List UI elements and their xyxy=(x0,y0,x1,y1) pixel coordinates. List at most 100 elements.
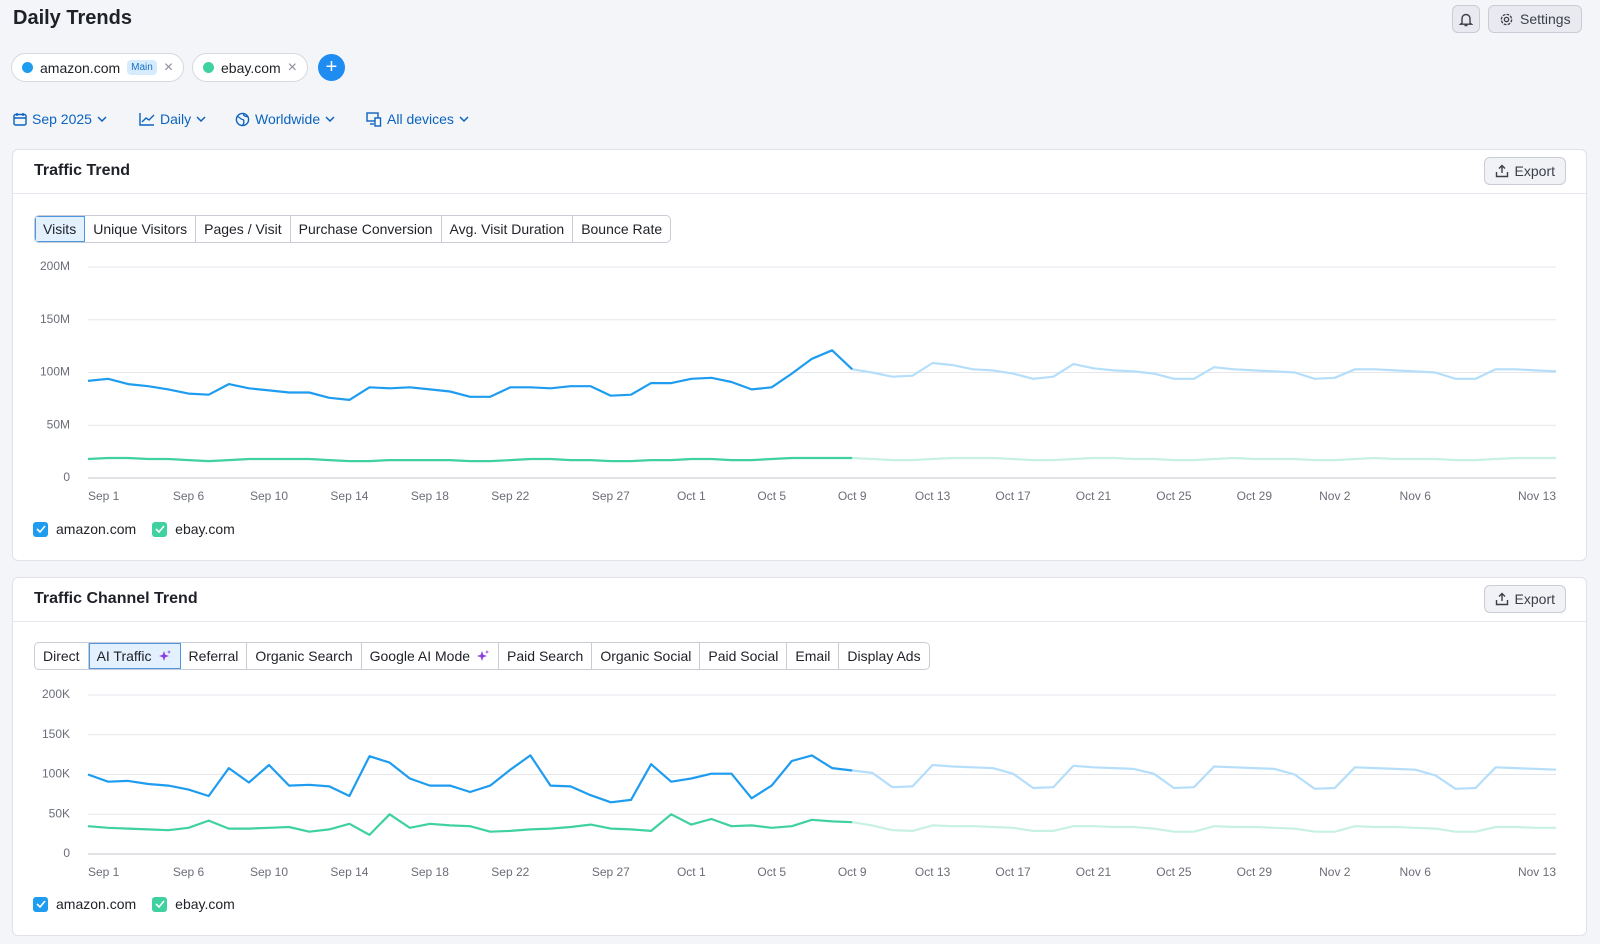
y-tick-label: 100M xyxy=(40,365,70,379)
y-tick-label: 150K xyxy=(42,727,70,741)
checkbox[interactable] xyxy=(152,521,168,537)
checkbox[interactable] xyxy=(33,521,48,537)
tab-label: Direct xyxy=(43,648,80,664)
x-tick-label: Oct 1 xyxy=(677,865,706,879)
x-tick-label: Sep 18 xyxy=(411,865,449,879)
x-tick-label: Nov 6 xyxy=(1400,489,1432,503)
color-dot xyxy=(22,62,33,73)
y-tick-label: 0 xyxy=(63,846,70,860)
x-tick-label: Oct 5 xyxy=(757,865,786,879)
competitor-chip[interactable]: ebay.com × xyxy=(192,53,309,82)
tab-label: Paid Search xyxy=(507,648,584,664)
tab[interactable]: Bounce Rate xyxy=(581,221,663,237)
tab[interactable]: Purchase Conversion xyxy=(291,216,442,242)
tab[interactable]: Google AI Mode xyxy=(362,643,500,669)
tab[interactable]: Paid Search xyxy=(499,643,593,669)
x-tick-label: Sep 10 xyxy=(250,489,288,503)
checkbox[interactable] xyxy=(33,896,48,912)
tab[interactable]: Organic Social xyxy=(592,643,701,669)
x-tick-label: Nov 2 xyxy=(1319,865,1351,879)
calendar-icon xyxy=(13,113,27,126)
tab[interactable]: Organic Search xyxy=(247,643,362,669)
forecast-line xyxy=(852,763,1557,790)
series-line xyxy=(87,754,853,804)
tab[interactable]: Unique Visitors xyxy=(85,216,197,242)
tab[interactable]: Direct xyxy=(35,643,89,669)
channel-chart: 0 50K 100K 150K 200K Sep 1 Sep 6 Sep 10 Sep 14 Se… xyxy=(42,687,1557,879)
channel-tabs: Direct AI Traffic Referral Organic Searc… xyxy=(34,642,930,670)
x-tick-label: Nov 13 xyxy=(1518,489,1556,503)
tab-label: Email xyxy=(795,648,831,664)
tab[interactable]: Email xyxy=(787,643,840,669)
x-tick-label: Oct 25 xyxy=(1156,489,1192,503)
filter-label: Sep 2025 xyxy=(32,111,92,127)
tab[interactable]: Paid Social xyxy=(700,643,788,669)
series-line xyxy=(87,456,853,463)
panel-title: Traffic Channel Trend xyxy=(34,590,198,607)
sparkle-icon xyxy=(477,650,490,661)
filter-label: Worldwide xyxy=(255,111,321,127)
x-tick-label: Nov 6 xyxy=(1400,865,1432,879)
y-tick-label: 150M xyxy=(40,312,70,326)
bell-icon xyxy=(1459,13,1473,26)
tab[interactable]: Referral xyxy=(181,643,248,669)
x-tick-label: Oct 13 xyxy=(915,489,951,503)
y-tick-label: 50K xyxy=(49,806,70,820)
tab[interactable]: Avg. Visit Duration xyxy=(442,216,574,242)
sparkle-icon xyxy=(158,650,171,661)
settings-button[interactable]: Settings xyxy=(1488,5,1582,33)
x-tick-label: Sep 1 xyxy=(88,489,120,503)
x-tick-label: Oct 21 xyxy=(1076,865,1112,879)
legend-label: ebay.com xyxy=(175,896,235,912)
x-tick-label: Oct 25 xyxy=(1156,865,1192,879)
legend-item[interactable]: amazon.com xyxy=(33,521,136,537)
x-tick-label: Sep 22 xyxy=(491,489,529,503)
gear-icon xyxy=(1500,13,1513,25)
main-badge: Main xyxy=(127,60,157,75)
export-button[interactable]: Export xyxy=(1483,157,1566,185)
legend-item[interactable]: ebay.com xyxy=(152,896,235,912)
chevron xyxy=(459,116,469,122)
checkbox[interactable] xyxy=(152,896,168,912)
x-tick-label: Sep 6 xyxy=(173,489,205,503)
notifications-button[interactable] xyxy=(1452,5,1480,33)
remove-icon[interactable]: × xyxy=(287,58,298,76)
device-filter[interactable]: All devices xyxy=(366,111,469,127)
export-button[interactable]: Export xyxy=(1483,585,1566,613)
chart-icon xyxy=(139,113,155,126)
legend: amazon.com ebay.com xyxy=(33,521,235,537)
legend: amazon.com ebay.com xyxy=(33,896,235,912)
competitor-chip[interactable]: amazon.com Main × xyxy=(11,53,185,82)
add-competitor-button[interactable]: + xyxy=(318,54,345,81)
panel-title: Traffic Trend xyxy=(34,162,131,179)
color-dot xyxy=(203,62,214,73)
forecast-line xyxy=(852,821,1556,833)
legend-item[interactable]: amazon.com xyxy=(33,896,136,912)
x-tick-label: Sep 27 xyxy=(592,489,630,503)
tab[interactable]: Display Ads xyxy=(839,643,928,669)
channel-trend-panel: Traffic Channel Trend Export Direct AI T… xyxy=(12,577,1587,936)
tab[interactable]: Visits xyxy=(35,216,86,242)
granularity-filter[interactable]: Daily xyxy=(139,111,206,127)
devices-icon xyxy=(366,111,382,127)
date-filter[interactable]: Sep 2025 xyxy=(13,111,107,127)
x-tick-label: Oct 9 xyxy=(838,865,867,879)
region-filter[interactable]: Worldwide xyxy=(235,111,335,127)
legend-label: ebay.com xyxy=(175,521,235,537)
x-tick-label: Sep 18 xyxy=(411,489,449,503)
competitor-name: amazon.com xyxy=(40,59,121,76)
x-tick-label: Sep 10 xyxy=(250,865,288,879)
x-tick-label: Oct 1 xyxy=(677,489,706,503)
remove-icon[interactable]: × xyxy=(163,58,174,76)
series-line xyxy=(87,813,853,836)
x-tick-label: Sep 1 xyxy=(88,865,120,879)
filter-label: Daily xyxy=(160,111,192,127)
x-tick-label: Sep 22 xyxy=(491,865,529,879)
x-tick-label: Oct 29 xyxy=(1237,865,1273,879)
legend-item[interactable]: ebay.com xyxy=(152,521,235,537)
tab[interactable]: AI Traffic xyxy=(88,643,181,669)
tab[interactable]: Pages / Visit xyxy=(196,216,291,242)
x-tick-label: Nov 13 xyxy=(1518,865,1556,879)
tab-label: Display Ads xyxy=(847,648,921,664)
